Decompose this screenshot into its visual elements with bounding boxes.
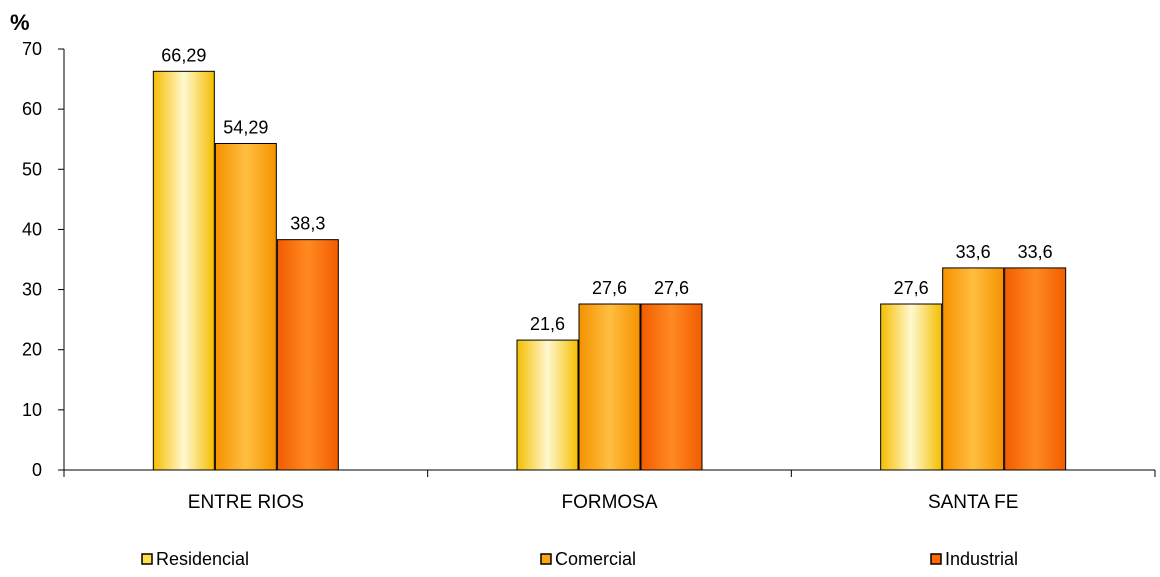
data-label: 66,29 xyxy=(161,45,206,65)
legend-swatch-residencial xyxy=(141,553,153,565)
data-label: 27,6 xyxy=(592,278,627,298)
y-tick-label: 70 xyxy=(22,39,42,59)
data-label: 27,6 xyxy=(894,278,929,298)
y-tick-label: 20 xyxy=(22,340,42,360)
bar-comercial-entre-rios xyxy=(214,142,277,471)
data-label: 27,6 xyxy=(654,278,689,298)
x-category-label: SANTA FE xyxy=(928,492,1018,513)
data-label: 33,6 xyxy=(956,242,991,262)
bar-residencial-entre-rios xyxy=(152,70,215,471)
data-label: 33,6 xyxy=(1018,242,1053,262)
legend-label-industrial: Industrial xyxy=(945,549,1018,569)
y-axis-unit-label: % xyxy=(10,10,30,35)
x-axis: ENTRE RIOS FORMOSA SANTA FE xyxy=(63,469,1156,513)
bar-comercial-formosa xyxy=(578,303,641,471)
y-tick-label: 50 xyxy=(22,159,42,179)
bar-comercial-santa-fe xyxy=(942,267,1005,471)
bar-industrial-entre-rios xyxy=(276,239,339,471)
y-tick-label: 40 xyxy=(22,219,42,239)
bars xyxy=(152,70,1067,471)
legend: Residencial Comercial Industrial xyxy=(141,549,1018,569)
y-tick-label: 60 xyxy=(22,99,42,119)
bar-residencial-santa-fe xyxy=(880,303,943,471)
legend-label-residencial: Residencial xyxy=(156,549,249,569)
bar-industrial-formosa xyxy=(640,303,703,471)
data-label: 54,29 xyxy=(223,117,268,137)
data-label: 21,6 xyxy=(530,314,565,334)
y-tick-label: 10 xyxy=(22,400,42,420)
data-labels: 66,29 54,29 38,3 21,6 27,6 27,6 27,6 33,6 33,6 xyxy=(161,45,1052,334)
data-label: 38,3 xyxy=(290,214,325,234)
legend-swatch-comercial xyxy=(540,553,552,565)
bar-residencial-formosa xyxy=(516,339,579,471)
legend-label-comercial: Comercial xyxy=(555,549,636,569)
y-axis: 0 10 20 30 40 50 60 70 xyxy=(22,39,65,480)
bar-industrial-santa-fe xyxy=(1004,267,1067,471)
legend-swatch-industrial xyxy=(930,553,942,565)
y-tick-label: 0 xyxy=(32,460,42,480)
x-category-label: FORMOSA xyxy=(561,492,657,513)
y-tick-label: 30 xyxy=(22,280,42,300)
x-category-label: ENTRE RIOS xyxy=(188,492,304,513)
